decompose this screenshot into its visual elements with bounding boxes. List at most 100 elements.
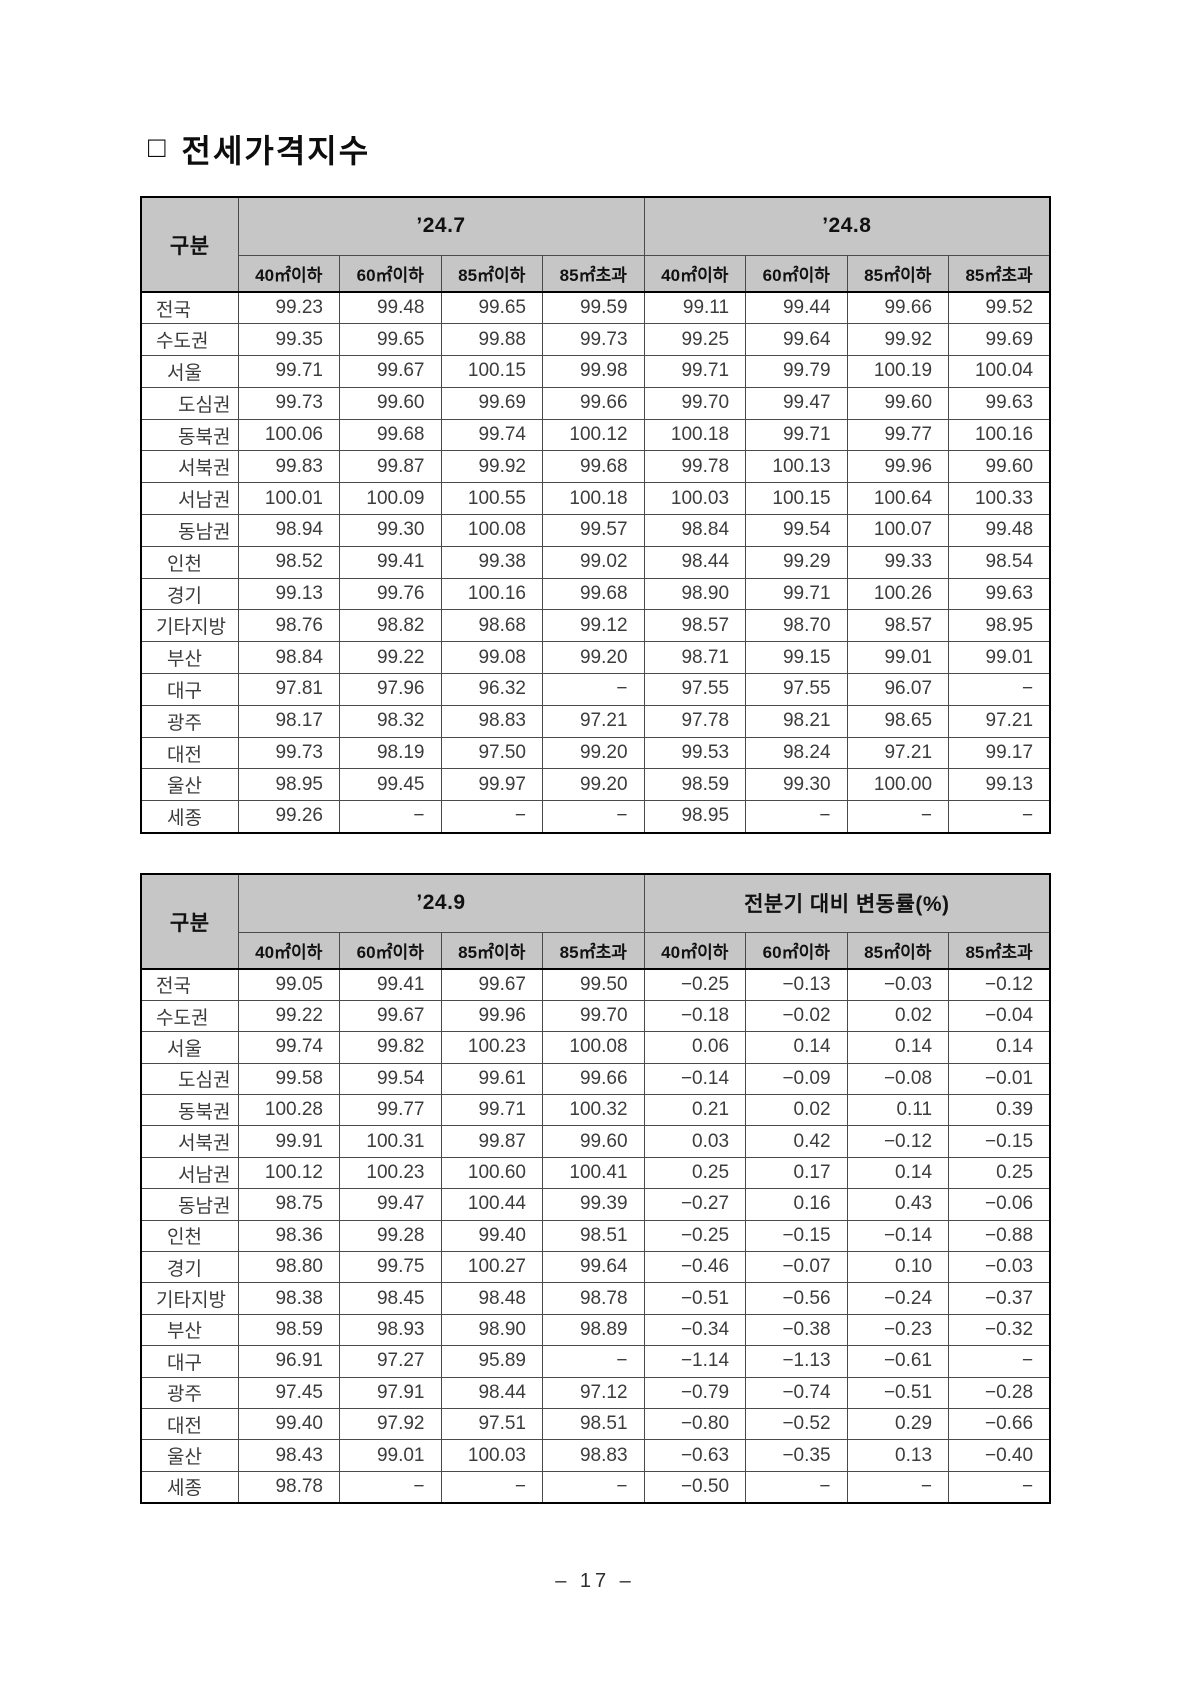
value-cell: −0.15	[948, 1125, 1051, 1158]
value-cell: −0.24	[846, 1282, 950, 1315]
page-title: □ 전세가격지수	[148, 126, 370, 172]
header-group-row: 구분 ’24.7’24.8	[140, 196, 1051, 293]
value-cell: 99.47	[339, 1188, 442, 1221]
value-cell: −	[339, 1470, 442, 1504]
value-cell: 98.82	[339, 609, 442, 643]
region-label: 도심권	[140, 1062, 239, 1096]
value-cell: 98.90	[643, 577, 747, 611]
value-cell: −	[948, 1470, 1051, 1504]
value-cell: 97.81	[237, 673, 340, 706]
header-size-row: 40㎡이하 60㎡이하 85㎡이하 85㎡초과 40㎡이하 60㎡이하 85㎡이하 85㎡초과	[141, 254, 1051, 293]
value-cell: 99.92	[846, 323, 950, 357]
size-column-header: 60㎡이하	[339, 931, 442, 970]
value-cell: −0.61	[846, 1345, 950, 1378]
value-cell: 98.65	[846, 704, 950, 738]
region-label: 대전	[140, 736, 239, 770]
value-cell: 98.70	[745, 609, 848, 643]
value-cell: 98.52	[237, 545, 340, 579]
group-header: ’24.7	[237, 196, 645, 256]
value-cell: 99.57	[542, 514, 645, 547]
value-cell: 99.73	[237, 386, 340, 420]
value-cell: 99.76	[339, 577, 442, 611]
value-cell: 99.92	[440, 450, 543, 484]
value-cell: 99.67	[339, 355, 442, 388]
group-header: ’24.8	[643, 196, 1051, 256]
square-bullet-icon: □	[148, 131, 166, 164]
value-cell: −0.07	[745, 1251, 848, 1284]
value-cell: 98.84	[237, 641, 340, 675]
value-cell: 97.55	[745, 673, 848, 706]
table-row: 기타지방 98.38 98.45 98.48 98.78 −0.51 −0.56 −0.24−…	[140, 1282, 1051, 1315]
value-cell: 99.71	[643, 355, 747, 388]
size-column-header: 85㎡이하	[440, 254, 543, 293]
region-label: 부산	[140, 1313, 239, 1347]
value-cell: 95.89	[440, 1345, 543, 1378]
region-label: 전국	[140, 291, 239, 325]
value-cell: 100.12	[237, 1156, 340, 1190]
value-cell: 97.27	[339, 1345, 442, 1378]
value-cell: 98.32	[339, 704, 442, 738]
table-row: 도심권 99.73 99.60 99.69 99.66 99.70 99.47 99.60 99…	[140, 386, 1051, 420]
value-cell: −0.52	[745, 1407, 848, 1441]
value-cell: 99.67	[339, 999, 442, 1033]
value-cell: 99.02	[542, 545, 645, 579]
value-cell: 98.43	[237, 1439, 340, 1472]
value-cell: 100.06	[237, 418, 340, 452]
value-cell: 0.16	[745, 1188, 848, 1221]
table-row: 서남권 100.12 100.23 100.60 100.41 0.25 0.17 0.14 0…	[140, 1156, 1051, 1190]
value-cell: −	[745, 800, 848, 834]
value-cell: 99.66	[846, 291, 950, 325]
value-cell: 96.91	[237, 1345, 340, 1378]
value-cell: 99.22	[237, 999, 340, 1033]
value-cell: −	[846, 1470, 950, 1504]
table-row: 동북권 100.28 99.77 99.71 100.32 0.21 0.02 0.11 0.3…	[140, 1094, 1051, 1127]
value-cell: 99.60	[846, 386, 950, 420]
table-row: 수도권 99.22 99.67 99.96 99.70 −0.18 −0.02 0.02 −0.…	[140, 999, 1051, 1033]
value-cell: −0.50	[643, 1470, 747, 1504]
value-cell: 96.07	[846, 673, 950, 706]
value-cell: 0.43	[846, 1188, 950, 1221]
value-cell: 99.77	[846, 418, 950, 452]
value-cell: −	[846, 800, 950, 834]
value-cell: −0.51	[846, 1376, 950, 1409]
value-cell: 99.67	[440, 968, 543, 1001]
value-cell: 99.22	[339, 641, 442, 675]
value-cell: 97.55	[643, 673, 747, 706]
table-row: 울산 98.43 99.01 100.03 98.83 −0.63 −0.35 0.13 −0.…	[140, 1439, 1051, 1472]
value-cell: 99.69	[440, 386, 543, 420]
table-row: 세종 99.26− − −98.95− − −	[140, 800, 1051, 834]
value-cell: 99.38	[440, 545, 543, 579]
value-cell: 99.74	[440, 418, 543, 452]
table-row: 대구 97.81 97.96 96.32−97.55 97.55 96.07−	[140, 673, 1051, 706]
region-label: 서울	[140, 355, 239, 388]
value-cell: −0.37	[948, 1282, 1051, 1315]
value-cell: 100.23	[339, 1156, 442, 1190]
value-cell: 99.47	[745, 386, 848, 420]
value-cell: 99.20	[542, 768, 645, 802]
table-row: 광주 98.17 98.32 98.83 97.21 97.78 98.21 98.65 97.…	[140, 704, 1051, 738]
size-column-header: 40㎡이하	[237, 254, 340, 293]
value-cell: 99.83	[237, 450, 340, 484]
region-label: 기타지방	[140, 1282, 239, 1315]
table-row: 서북권 99.91 100.31 99.87 99.60 0.03 0.42 −0.12 −0.…	[140, 1125, 1051, 1158]
value-cell: −0.40	[948, 1439, 1051, 1472]
value-cell: 100.27	[440, 1251, 543, 1284]
value-cell: 99.01	[339, 1439, 442, 1472]
value-cell: 98.89	[542, 1313, 645, 1347]
value-cell: 100.00	[846, 768, 950, 802]
size-column-header: 40㎡이하	[643, 254, 747, 293]
value-cell: 99.25	[643, 323, 747, 357]
value-cell: 99.40	[237, 1407, 340, 1441]
value-cell: 99.71	[440, 1094, 543, 1127]
value-cell: 99.68	[542, 450, 645, 484]
value-cell: 100.16	[440, 577, 543, 611]
value-cell: 100.55	[440, 482, 543, 516]
value-cell: 99.71	[237, 355, 340, 388]
value-cell: 98.45	[339, 1282, 442, 1315]
value-cell: −0.01	[948, 1062, 1051, 1096]
value-cell: 99.54	[339, 1062, 442, 1096]
value-cell: 100.01	[237, 482, 340, 516]
group-header: ’24.9	[237, 873, 645, 933]
value-cell: 100.13	[745, 450, 848, 484]
region-label: 경기	[140, 1251, 239, 1284]
